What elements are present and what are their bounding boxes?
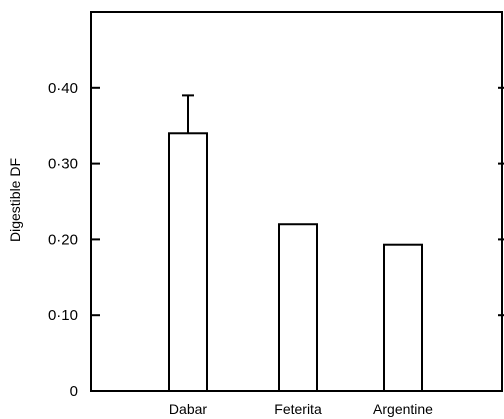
x-category-label: Argentine bbox=[373, 401, 433, 417]
error-bars bbox=[182, 94, 194, 134]
y-axis-tick-labels: 0 0·10 0·20 0·30 0·40 bbox=[48, 80, 78, 400]
bar-argentine bbox=[383, 243, 423, 392]
y-tick-label: 0·10 bbox=[48, 307, 78, 324]
bars bbox=[168, 132, 423, 392]
y-axis-ticks bbox=[91, 86, 504, 317]
x-axis-category-labels: Dabar Feterita Argentine bbox=[169, 401, 433, 417]
y-tick-label: 0 bbox=[70, 383, 78, 400]
y-tick-label: 0·40 bbox=[48, 80, 78, 97]
y-tick-label: 0·20 bbox=[48, 231, 78, 248]
x-category-label: Dabar bbox=[169, 401, 207, 417]
y-axis-title: Digestible DF bbox=[7, 158, 23, 242]
bar-dabar bbox=[168, 132, 208, 392]
y-tick-label: 0·30 bbox=[48, 156, 78, 173]
x-category-label: Feterita bbox=[274, 401, 322, 417]
bar-feterita bbox=[278, 223, 318, 392]
